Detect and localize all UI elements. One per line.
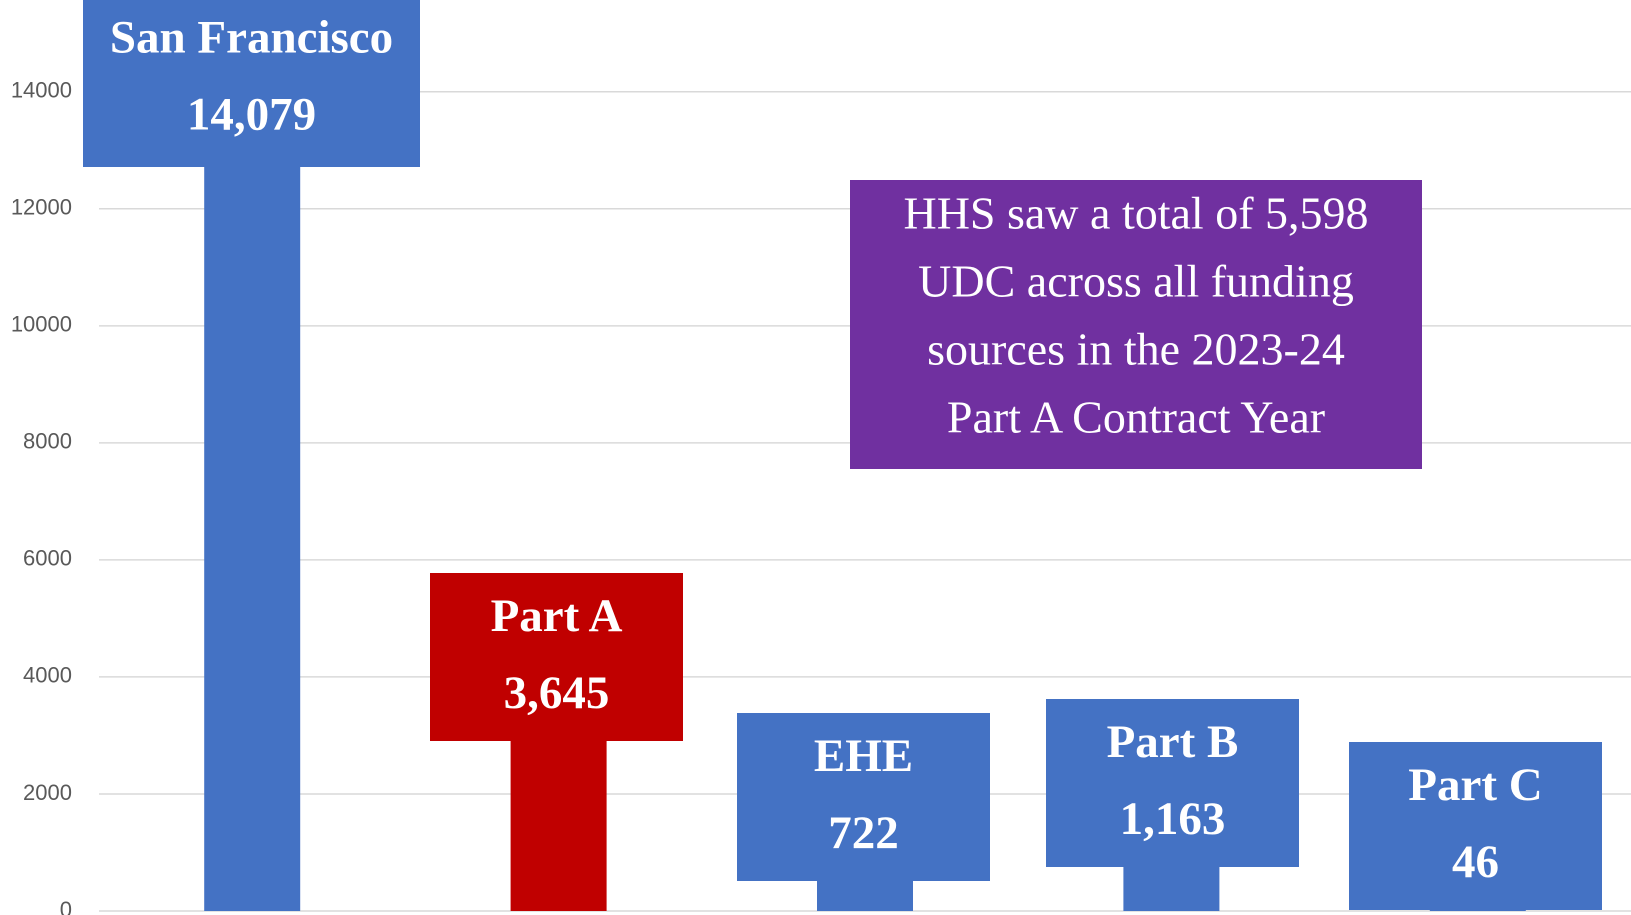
y-tick-label: 4000 [23, 663, 72, 688]
value-label: 3,645 [504, 667, 610, 719]
y-tick-label: 0 [60, 897, 72, 915]
category-label: San Francisco [110, 12, 393, 64]
annotation-line: sources in the 2023-24 [927, 324, 1345, 375]
y-tick-label: 2000 [23, 780, 72, 805]
label-box [1349, 742, 1602, 910]
y-tick-label: 12000 [11, 195, 72, 220]
annotation-box [850, 180, 1422, 469]
category-label: Part A [491, 590, 623, 642]
category-label: EHE [814, 730, 913, 782]
annotation-line: Part A Contract Year [947, 392, 1325, 443]
category-label: Part C [1408, 759, 1542, 811]
label-box [430, 573, 683, 741]
bar [204, 87, 301, 911]
value-label: 46 [1452, 836, 1499, 888]
y-tick-label: 6000 [23, 546, 72, 571]
y-tick-label: 14000 [11, 78, 72, 103]
value-label: 722 [828, 807, 899, 859]
category-label: Part B [1107, 716, 1239, 768]
label-box [1046, 699, 1299, 867]
value-label: 14,079 [187, 88, 316, 140]
label-box [83, 0, 420, 167]
y-tick-label: 10000 [11, 312, 72, 337]
label-box [737, 713, 990, 881]
annotation-line: UDC across all funding [918, 256, 1354, 307]
y-tick-label: 8000 [23, 429, 72, 454]
annotation-line: HHS saw a total of 5,598 [903, 188, 1368, 239]
value-label: 1,163 [1120, 793, 1226, 845]
